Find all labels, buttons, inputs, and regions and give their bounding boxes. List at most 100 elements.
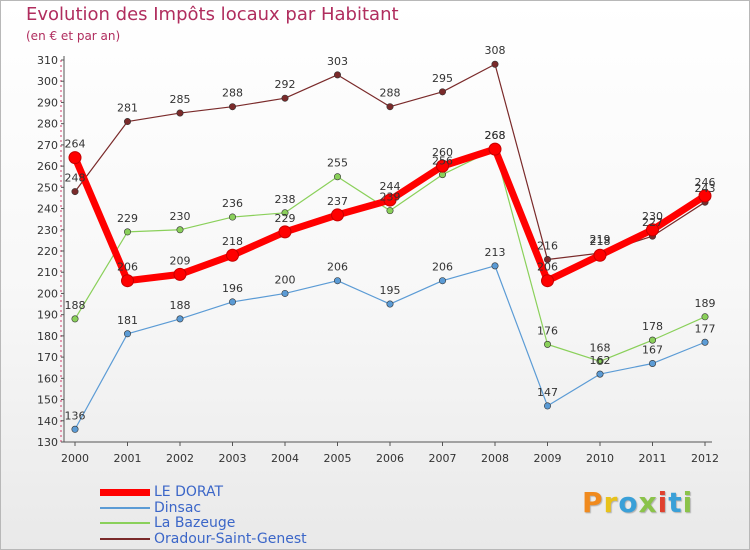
data-label: 256: [432, 155, 453, 168]
data-point: [596, 357, 604, 365]
y-tick-label: 270: [37, 139, 58, 152]
x-tick-label: 2006: [376, 452, 404, 465]
data-label: 147: [537, 386, 558, 399]
data-label: 288: [222, 87, 243, 100]
data-label: 206: [117, 261, 138, 274]
data-label: 218: [590, 235, 611, 248]
data-point: [281, 289, 289, 297]
chart-title: Evolution des Impôts locaux par Habitant: [26, 4, 399, 25]
data-point: [333, 173, 341, 181]
legend-label: Dinsac: [154, 499, 202, 516]
data-point: [491, 60, 499, 68]
data-point: [648, 336, 656, 344]
y-tick-label: 200: [37, 287, 58, 300]
data-point: [68, 151, 82, 165]
x-tick-label: 2012: [691, 452, 719, 465]
data-point: [173, 267, 187, 281]
data-point: [386, 300, 394, 308]
data-point: [71, 425, 79, 433]
legend-swatch: [100, 506, 150, 509]
data-label: 188: [170, 299, 191, 312]
data-point: [176, 315, 184, 323]
data-label: 288: [380, 87, 401, 100]
data-label: 285: [170, 93, 191, 106]
x-tick-label: 2000: [61, 452, 89, 465]
data-label: 292: [275, 78, 296, 91]
data-point: [593, 248, 607, 262]
x-tick-label: 2010: [586, 452, 614, 465]
data-label: 281: [117, 102, 138, 115]
data-point: [124, 330, 132, 338]
y-tick-label: 240: [37, 203, 58, 216]
data-point: [646, 223, 659, 237]
data-label: 260: [432, 146, 453, 159]
y-tick-label: 180: [37, 330, 58, 343]
data-label: 196: [222, 282, 243, 295]
data-label: 206: [537, 261, 558, 274]
x-tick-label: 2008: [481, 452, 509, 465]
logo-letter: P: [582, 486, 604, 519]
logo-letter: t: [668, 486, 683, 519]
data-point: [543, 255, 551, 263]
data-label: 162: [590, 354, 611, 367]
y-tick-label: 210: [37, 266, 58, 279]
y-tick-label: 170: [37, 351, 58, 364]
data-label: 268: [485, 129, 506, 142]
data-point: [386, 207, 394, 215]
data-label: 206: [327, 261, 348, 274]
y-tick-label: 250: [37, 181, 58, 194]
x-tick-label: 2001: [114, 452, 142, 465]
data-label: 236: [222, 197, 243, 210]
data-label: 295: [432, 72, 453, 85]
data-point: [176, 109, 184, 117]
y-tick-label: 230: [37, 224, 58, 237]
data-label: 303: [327, 55, 348, 68]
data-point: [331, 208, 344, 222]
data-point: [229, 213, 237, 221]
data-point: [124, 228, 132, 236]
y-tick-label: 280: [37, 118, 58, 131]
data-point: [229, 103, 237, 111]
data-label: 167: [642, 343, 663, 356]
data-point: [71, 315, 79, 323]
data-label: 230: [642, 210, 663, 223]
y-tick-label: 150: [37, 394, 58, 407]
data-label: 195: [380, 284, 401, 297]
data-label: 239: [380, 191, 401, 204]
data-point: [543, 402, 551, 410]
data-label: 216: [537, 239, 558, 252]
logo-letter: i: [682, 486, 694, 519]
data-label: 246: [695, 176, 716, 189]
data-point: [333, 71, 341, 79]
chart-subtitle: (en € et par an): [26, 29, 121, 43]
data-point: [121, 274, 134, 288]
x-tick-label: 2004: [271, 452, 299, 465]
data-label: 308: [485, 44, 506, 57]
data-point: [541, 274, 554, 288]
legend-label: LE DORAT: [154, 484, 224, 500]
data-point: [438, 277, 446, 285]
data-point: [281, 209, 289, 217]
logo-letter: i: [657, 486, 669, 519]
y-tick-label: 220: [37, 245, 58, 258]
data-label: 168: [590, 341, 611, 354]
logo-letter: x: [638, 486, 658, 519]
data-point: [333, 277, 341, 285]
logo-letter: o: [618, 486, 639, 519]
data-label: 209: [170, 254, 191, 267]
data-label: 229: [275, 212, 296, 225]
data-label: 255: [327, 157, 348, 170]
data-label: 206: [432, 261, 453, 274]
data-point: [436, 159, 449, 173]
data-label: 178: [642, 320, 663, 333]
data-point: [71, 188, 79, 196]
data-label: 243: [695, 182, 716, 195]
legend-swatch: [100, 522, 150, 524]
data-label: 218: [222, 235, 243, 248]
data-label: 248: [65, 172, 86, 185]
x-tick-label: 2005: [324, 452, 352, 465]
y-tick-label: 260: [37, 160, 58, 173]
data-point: [124, 118, 132, 126]
data-label: 213: [485, 246, 506, 259]
